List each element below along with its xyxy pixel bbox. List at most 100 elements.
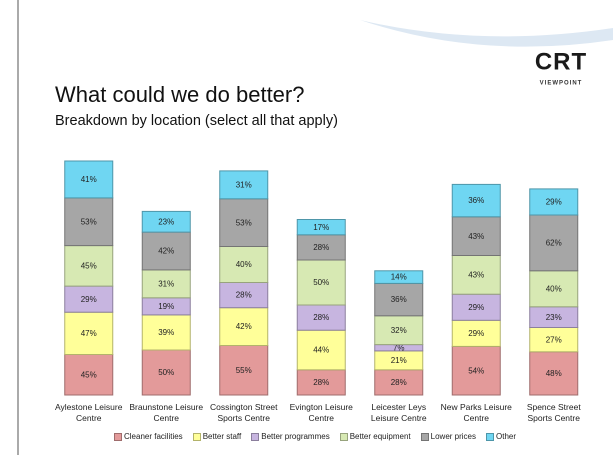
bar-segment [451,345,501,396]
bar-segment [64,197,114,247]
value-label: 39% [158,328,174,337]
bar-segment [374,315,424,346]
value-label: 29% [81,295,97,304]
bar-segment [141,210,191,233]
bar-segment [296,369,346,396]
value-label: 36% [468,196,484,205]
legend-swatch [339,432,348,441]
legend-item: Other [486,432,516,441]
legend-item: Cleaner facilities [113,432,183,441]
value-label: 40% [236,260,252,269]
x-tick-label: Aylestone Leisure Centre [55,402,123,423]
bar-segment [219,170,269,200]
logo-sub: VIEWPOINT [540,81,583,87]
bar-segment [529,351,579,396]
bar-segment [296,259,346,306]
bar-segment [64,245,114,287]
bar-segment [64,354,114,396]
legend-item: Better equipment [339,432,411,441]
value-label: 28% [236,291,252,300]
chart-title: What could we do better? [55,82,304,107]
value-label: 40% [546,284,562,293]
value-label: 43% [468,232,484,241]
legend-swatch [486,432,494,441]
value-label: 17% [313,223,329,232]
x-tick-label: Spence Street Sports Centre [526,402,581,423]
legend-swatch [192,432,201,441]
bar-segment [296,219,346,236]
bar-segment [64,160,114,199]
value-label: 29% [546,198,562,207]
value-label: 23% [546,313,562,322]
x-tick-label: New Parks Leisure Centre [440,402,512,423]
legend-label: Better equipment [349,432,411,441]
bar-segment [451,319,501,347]
value-label: 29% [468,303,484,312]
value-label: 45% [81,261,97,270]
bar-segment [451,183,501,218]
value-label: 28% [313,313,329,322]
value-label: 62% [546,239,562,248]
value-label: 41% [81,175,97,184]
bar-segment [374,282,424,317]
x-tick-label: Leicester Leys Leisure Centre [370,402,427,423]
legend: Cleaner facilities Better staff Better pro… [30,432,600,441]
bar-segment [141,314,191,351]
value-label: 14% [391,273,407,282]
chart-subtitle: Breakdown by location (select all that a… [55,113,338,129]
legend-swatch [251,432,260,441]
swoosh [360,20,613,47]
value-label: 42% [158,247,174,256]
bar-segment [219,282,269,309]
value-label: 50% [158,368,174,377]
bar-segment [529,188,579,216]
bar-segment [374,369,424,396]
value-label: 32% [391,326,407,335]
legend-item: Better programmes [251,432,330,441]
legend-item: Lower prices [420,432,476,441]
value-label: 31% [236,180,252,189]
value-label: 55% [236,366,252,375]
value-label: 48% [546,369,562,378]
value-label: 54% [468,366,484,375]
value-label: 19% [158,302,174,311]
bar-segment [296,329,346,371]
bar-segment [141,269,191,299]
value-label: 36% [391,295,407,304]
bar-segment [219,307,269,347]
legend-label: Cleaner facilities [123,432,183,441]
value-label: 43% [468,270,484,279]
legend-label: Lower prices [430,432,476,441]
bar-segment [141,349,191,396]
legend-label: Better programmes [261,432,330,441]
value-label: 45% [81,370,97,379]
value-label: 7% [393,343,405,352]
x-tick-label: Evington Leisure Centre [289,402,353,423]
x-tick-label: Braunstone Leisure Centre [129,402,204,423]
bar-segment [451,216,501,257]
bar-segment [64,311,114,356]
value-label: 28% [391,378,407,387]
bar-segment [451,293,501,321]
legend-item: Better staff [192,432,242,441]
bar-segment [529,270,579,308]
bar-segment [451,255,501,295]
value-label: 53% [236,218,252,227]
value-label: 21% [391,356,407,365]
legend-label: Better staff [202,432,242,441]
bar-segment [219,198,269,248]
bar-segment [219,345,269,396]
value-label: 42% [236,322,252,331]
legend-swatch [113,432,122,441]
bar-segment [296,234,346,261]
value-label: 53% [81,217,97,226]
value-label: 27% [546,335,562,344]
value-label: 47% [81,329,97,338]
bar-segment [374,270,424,284]
value-label: 50% [313,278,329,287]
bar-segment [529,327,579,353]
logo: CRT [535,48,587,75]
legend-swatch [420,432,429,441]
